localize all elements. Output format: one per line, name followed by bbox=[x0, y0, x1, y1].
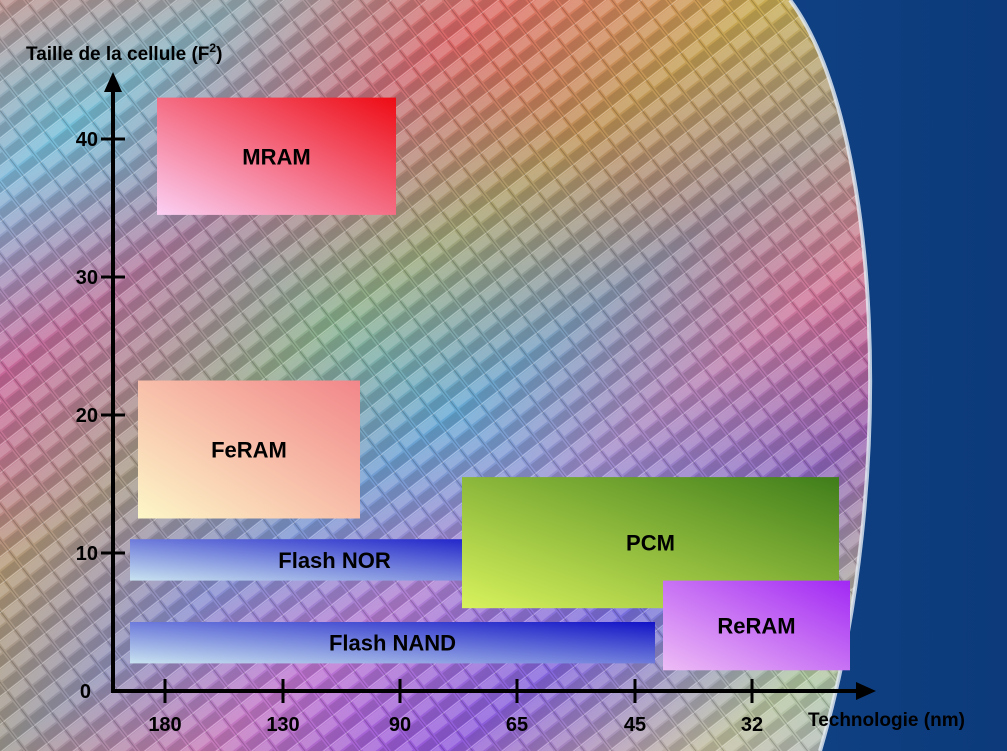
bar-label-reram: ReRAM bbox=[717, 613, 795, 638]
bar-mram bbox=[157, 97, 396, 215]
y-axis-title-superscript: 2 bbox=[209, 41, 216, 55]
bar-label-flash-nand: Flash NAND bbox=[329, 631, 456, 656]
x-tick-label: 45 bbox=[624, 714, 646, 736]
y-tick-label: 10 bbox=[76, 543, 98, 565]
bar-label-flash-nor: Flash NOR bbox=[278, 548, 391, 573]
bar-feram bbox=[138, 380, 360, 519]
x-tick-label: 180 bbox=[148, 714, 181, 736]
bar-label-feram: FeRAM bbox=[211, 438, 287, 463]
x-axis-arrow bbox=[856, 682, 876, 700]
bar-label-pcm: PCM bbox=[626, 531, 675, 556]
y-axis-title: Taille de la cellule (F2) bbox=[26, 41, 222, 65]
bar-label-mram: MRAM bbox=[242, 144, 310, 169]
y-tick-label: 20 bbox=[76, 405, 98, 427]
x-tick-label: 130 bbox=[266, 714, 299, 736]
x-axis-title: Technologie (nm) bbox=[808, 710, 965, 731]
bar-flash-nand bbox=[130, 622, 655, 664]
x-tick-label: 32 bbox=[741, 714, 763, 736]
bar-reram bbox=[663, 580, 850, 671]
x-tick-label: 90 bbox=[389, 714, 411, 736]
y-axis-arrow bbox=[104, 72, 122, 92]
y-tick-label: 0 bbox=[80, 681, 91, 703]
y-tick-label: 40 bbox=[76, 129, 98, 151]
x-tick-label: 65 bbox=[506, 714, 528, 736]
y-tick-label: 30 bbox=[76, 267, 98, 289]
